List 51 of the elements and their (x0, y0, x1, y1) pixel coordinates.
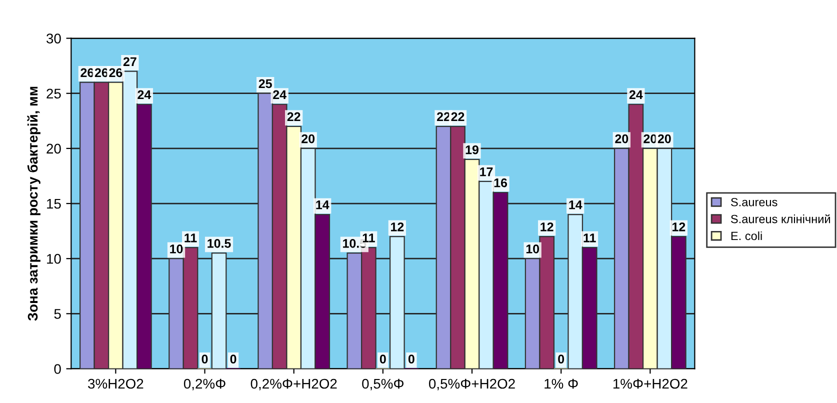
y-tick-label: 5 (54, 309, 61, 319)
data-label: 12 (540, 222, 554, 232)
x-tick-label: 3%H2O2 (88, 378, 144, 389)
data-label: 12 (391, 222, 404, 232)
x-tick-label: 0,2%Φ (184, 378, 226, 390)
data-label: 17 (480, 168, 493, 176)
data-label: 0 (230, 354, 236, 364)
data-label: 20 (302, 134, 315, 144)
data-label: 0 (202, 354, 208, 364)
data-label: 25 (258, 79, 272, 88)
data-label: 22 (451, 112, 464, 122)
data-label: 10 (170, 244, 183, 254)
x-tick-label: 0,2%Φ+H2O2 (250, 378, 337, 390)
data-label: 22 (436, 112, 450, 122)
data-label: 14 (316, 200, 330, 210)
legend-label: S.aureus (730, 198, 778, 206)
data-label: 22 (287, 112, 300, 122)
data-label: 24 (273, 90, 286, 100)
data-label: 26 (109, 68, 122, 78)
data-label: 14 (569, 200, 582, 210)
data-label: 26 (80, 68, 94, 78)
y-tick-label: 30 (46, 34, 61, 44)
data-label: 0 (380, 354, 386, 364)
data-label: 11 (184, 234, 197, 242)
data-label: 20 (644, 134, 657, 144)
y-tick-label: 15 (47, 198, 61, 209)
x-tick-label: 1% Φ (544, 378, 578, 389)
data-label: 24 (629, 90, 643, 100)
x-tick-label: 0,5%Φ+H2O2 (428, 378, 515, 390)
data-label: 10 (526, 244, 540, 254)
x-tick-label: 0,5%Φ (362, 378, 404, 390)
data-label: 19 (466, 145, 478, 154)
legend-label: S.aureus клінічний (730, 214, 830, 224)
y-tick-label: 25 (46, 88, 61, 99)
data-label: 11 (584, 234, 596, 242)
data-label: 0 (408, 354, 414, 364)
data-label: 0 (558, 354, 564, 364)
x-tick-label: 1%Φ+H2O2 (613, 378, 688, 389)
data-label: 10.5 (208, 238, 231, 248)
data-label: 16 (494, 178, 508, 188)
y-tick-label: 0 (54, 364, 61, 374)
data-label: 12 (672, 222, 686, 232)
y-tick-label: 10 (47, 254, 61, 264)
data-label: 20 (658, 134, 671, 144)
data-label: 26 (94, 68, 108, 78)
data-label: 24 (138, 90, 152, 100)
data-label: 27 (123, 57, 136, 66)
legend-label: E. coli (731, 231, 762, 240)
y-axis-title: Зона затримки росту бактерій, мм (27, 86, 40, 321)
data-label: 20 (615, 134, 628, 144)
y-tick-label: 20 (46, 144, 61, 154)
